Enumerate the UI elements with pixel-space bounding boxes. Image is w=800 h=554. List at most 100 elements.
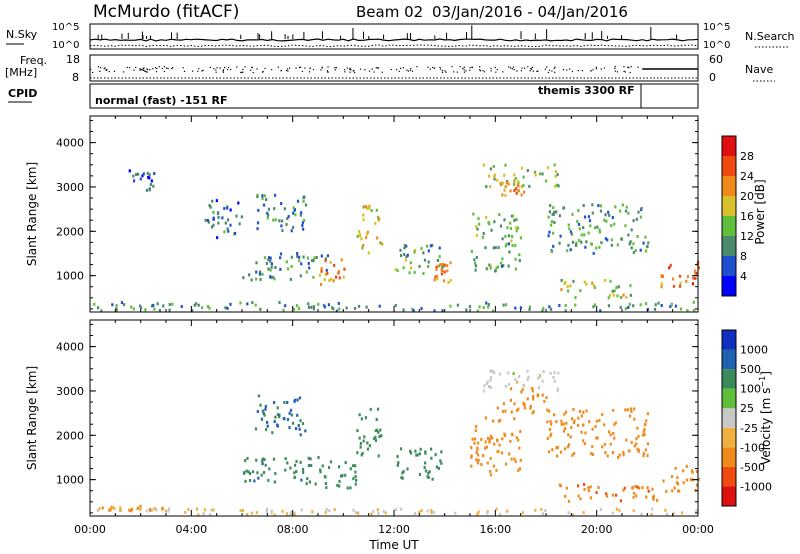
power-cell xyxy=(494,269,497,273)
velocity-cell xyxy=(549,371,552,375)
freq-sample xyxy=(600,68,602,70)
velocity-cell xyxy=(379,428,382,432)
velocity-cell xyxy=(355,478,358,482)
velocity-cell xyxy=(541,379,544,383)
power-cell xyxy=(323,305,326,309)
power-cell xyxy=(279,252,283,256)
power-cell xyxy=(217,221,220,225)
power-cell xyxy=(624,307,627,311)
power-cell xyxy=(293,208,297,212)
velocity-cell xyxy=(276,413,280,417)
velocity-cell xyxy=(440,461,443,465)
power-cell xyxy=(375,208,378,212)
power-cell xyxy=(180,305,183,309)
velocity-cell xyxy=(470,464,473,468)
velocity-cell xyxy=(307,464,311,468)
velocity-cell xyxy=(532,395,535,399)
velocity-cell xyxy=(549,420,552,424)
velocity-cell xyxy=(430,508,433,512)
power-cell xyxy=(488,263,491,267)
velocity-cell xyxy=(534,508,537,512)
velocity-cell xyxy=(519,429,522,433)
freq-sample xyxy=(99,70,101,72)
power-cell xyxy=(604,213,607,217)
velocity-cell xyxy=(272,457,276,461)
noise-sky-line xyxy=(89,38,699,42)
velocity-cell xyxy=(291,421,295,425)
power-cell xyxy=(227,229,230,233)
power-cell xyxy=(320,269,323,273)
power-cell xyxy=(267,258,270,262)
power-cell xyxy=(132,307,135,311)
freq-sample xyxy=(262,71,264,73)
x-tick-label: 08:00 xyxy=(277,523,309,536)
power-cell xyxy=(597,204,600,208)
power-cell xyxy=(150,179,153,183)
power-cell xyxy=(438,246,441,250)
velocity-cell xyxy=(543,399,546,403)
velocity-cell xyxy=(584,431,587,435)
velocity-cell xyxy=(476,461,479,465)
power-cell xyxy=(630,228,633,232)
power-cell xyxy=(549,223,553,227)
power-cell xyxy=(552,231,555,235)
velocity-cell xyxy=(298,427,301,431)
power-cell xyxy=(274,265,277,269)
power-cell xyxy=(271,275,275,279)
velocity-cell xyxy=(591,452,595,456)
power-cell xyxy=(634,249,637,253)
velocity-cell xyxy=(637,449,640,453)
power-cell xyxy=(427,260,430,264)
velocity-cbar-frame xyxy=(721,329,737,507)
freq-sample xyxy=(531,66,533,69)
velocity-cell xyxy=(289,466,292,470)
velocity-cell xyxy=(396,455,399,459)
power-cell xyxy=(312,305,316,309)
freq-sample xyxy=(398,70,400,73)
power-cell xyxy=(595,246,598,250)
power-cell xyxy=(516,180,519,184)
freq-sample xyxy=(629,71,631,74)
velocity-cell xyxy=(273,480,276,484)
power-cell xyxy=(569,230,573,234)
power-cell xyxy=(653,307,657,311)
freq-sample xyxy=(595,66,597,68)
power-cell xyxy=(654,303,657,307)
velocity-cell xyxy=(542,370,545,374)
velocity-cell xyxy=(477,441,480,445)
noise-left-tick-top: 10^5 xyxy=(52,22,79,33)
velocity-cell xyxy=(409,449,412,453)
power-cell xyxy=(497,246,500,250)
power-cell xyxy=(686,275,690,279)
power-cell xyxy=(478,305,481,309)
velocity-cell xyxy=(572,513,575,517)
freq-sample xyxy=(167,67,169,69)
velocity-cell xyxy=(682,469,685,473)
power-cell xyxy=(226,227,229,231)
power-cell xyxy=(438,255,441,259)
freq-sample xyxy=(521,67,523,69)
freq-sample xyxy=(182,67,184,69)
velocity-cell xyxy=(651,507,654,511)
velocity-cell xyxy=(486,436,490,440)
velocity-cell xyxy=(311,510,314,514)
velocity-cell xyxy=(514,460,517,464)
power-cell xyxy=(611,215,614,219)
power-cell xyxy=(144,308,147,312)
velocity-cell xyxy=(202,512,205,516)
power-cell xyxy=(320,267,323,271)
power-cell xyxy=(326,254,330,258)
power-cell xyxy=(579,289,582,293)
velocity-cell xyxy=(570,417,574,421)
power-cell xyxy=(501,257,504,261)
power-cell xyxy=(229,223,232,227)
velocity-cell xyxy=(370,512,373,516)
velocity-cell xyxy=(529,406,532,410)
power-cell xyxy=(495,266,498,270)
power-cell xyxy=(234,231,237,235)
velocity-cell xyxy=(338,484,341,488)
velocity-cell xyxy=(293,476,296,480)
freq-sample xyxy=(469,69,471,71)
velocity-cell xyxy=(264,428,268,432)
power-cell xyxy=(302,196,305,200)
